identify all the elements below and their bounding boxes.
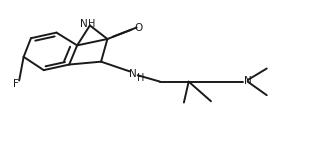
Text: O: O [134,24,142,33]
Text: F: F [13,79,19,89]
Text: N: N [129,69,137,79]
Text: N: N [244,76,252,86]
Text: H: H [88,19,95,29]
Text: N: N [80,19,87,29]
Text: H: H [137,73,145,83]
